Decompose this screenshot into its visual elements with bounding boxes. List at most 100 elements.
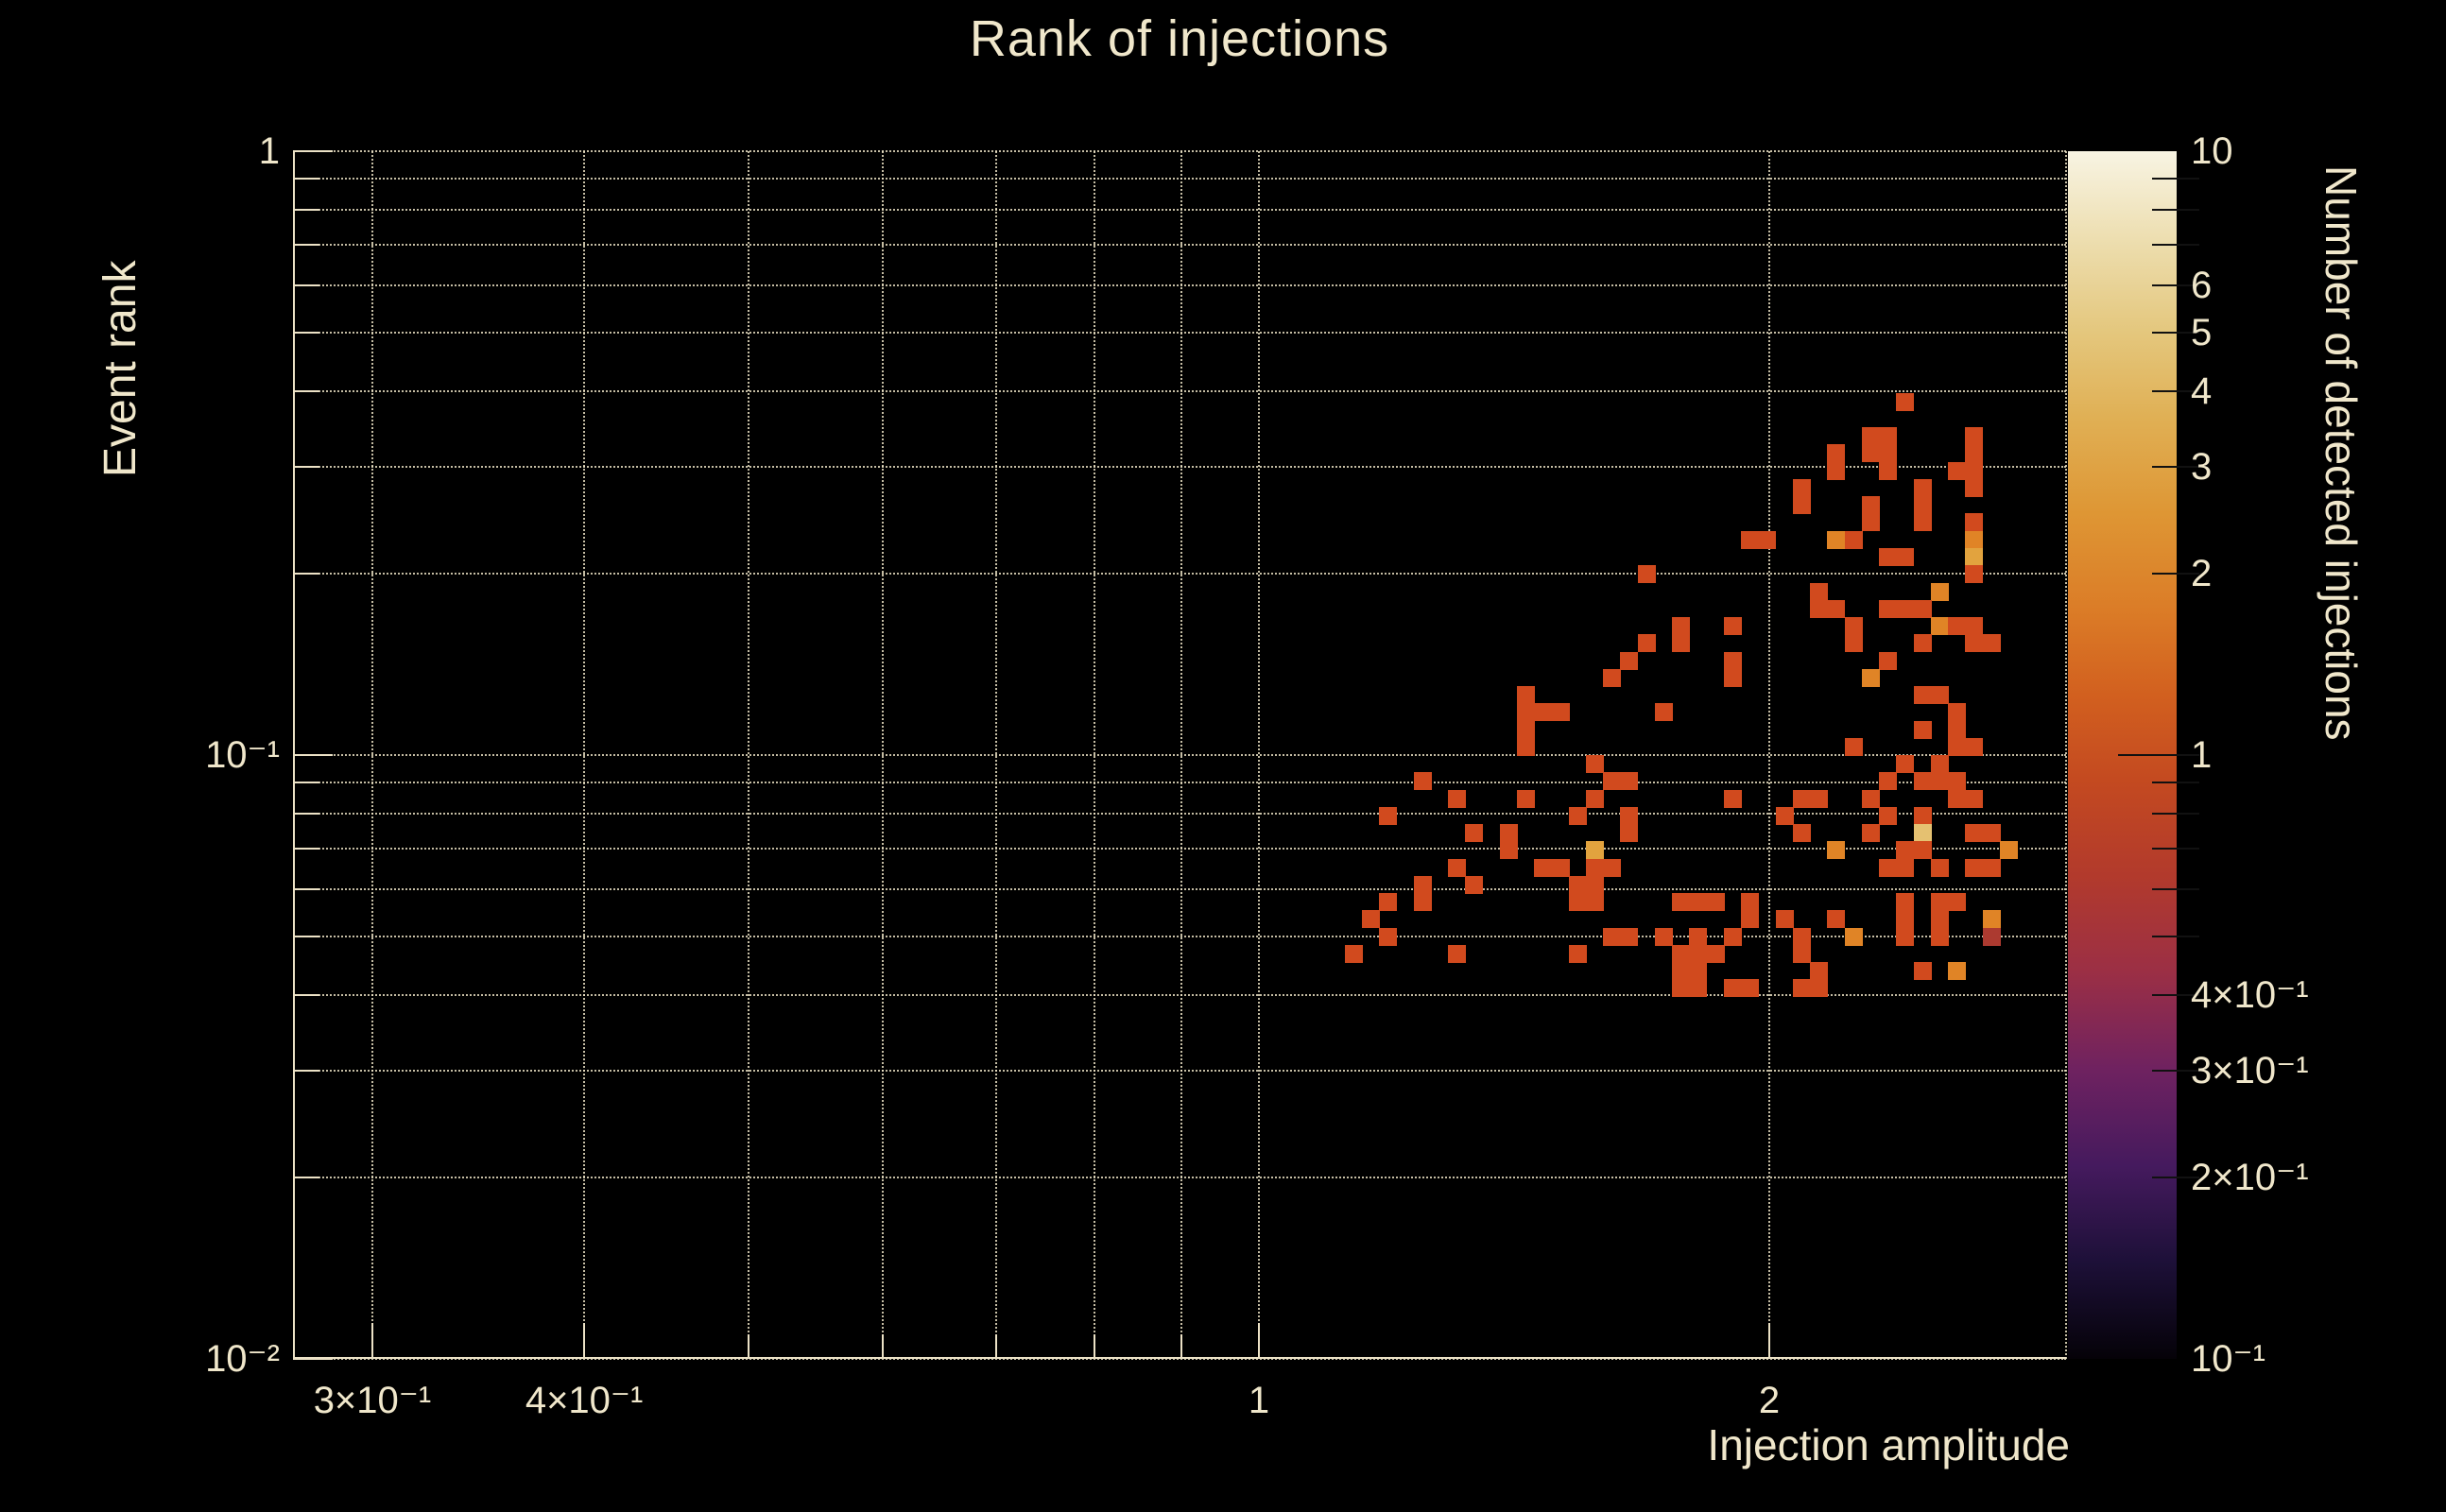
colorbar-tick xyxy=(2152,332,2199,335)
heatmap-cell xyxy=(1965,859,1983,877)
heatmap-cell xyxy=(1465,876,1483,894)
heatmap-cell xyxy=(1965,444,1983,462)
y-axis-tick xyxy=(293,1358,333,1360)
heatmap-cell xyxy=(1965,548,1983,566)
heatmap-cell xyxy=(1603,669,1621,687)
gridline-x xyxy=(1180,151,1182,1359)
colorbar-tick xyxy=(2152,284,2199,286)
heatmap-cell xyxy=(1914,962,1932,980)
heatmap-cell xyxy=(1448,790,1466,808)
heatmap-cell xyxy=(1879,807,1897,825)
colorbar-tick xyxy=(2152,994,2199,997)
heatmap-cell xyxy=(1931,617,1949,635)
colorbar-tick-label: 10 xyxy=(2191,130,2233,172)
heatmap-cell xyxy=(1776,910,1794,928)
y-axis-tick xyxy=(293,812,319,815)
heatmap-cell xyxy=(1896,393,1914,411)
y-axis-tick xyxy=(293,243,319,246)
heatmap-cell xyxy=(1707,945,1725,963)
heatmap-cell xyxy=(1965,479,1983,497)
heatmap-cell xyxy=(1586,841,1604,859)
heatmap-cell xyxy=(1620,652,1638,670)
heatmap-cell xyxy=(1983,634,2001,652)
heatmap-cell xyxy=(1500,824,1518,842)
heatmap-cell xyxy=(1689,945,1707,963)
gridline-y xyxy=(293,994,2066,997)
heatmap-cell xyxy=(1603,928,1621,946)
gridline-x xyxy=(1768,151,1771,1359)
gridline-x xyxy=(583,151,586,1359)
x-axis-tick xyxy=(1180,1334,1182,1359)
colorbar-tick xyxy=(2118,754,2199,756)
heatmap-cell xyxy=(1741,910,1759,928)
y-axis-tick xyxy=(293,1176,319,1178)
heatmap-cell xyxy=(1707,893,1725,911)
heatmap-cell xyxy=(1914,721,1932,739)
heatmap-cell xyxy=(1379,928,1397,946)
heatmap-cell xyxy=(1689,893,1707,911)
heatmap-cell xyxy=(1414,772,1432,790)
heatmap-cell xyxy=(1569,876,1587,894)
heatmap-cell xyxy=(1689,928,1707,946)
y-axis-title: Event rank xyxy=(95,260,146,477)
heatmap-cell xyxy=(1965,617,1983,635)
heatmap-cell xyxy=(1793,928,1811,946)
heatmap-cell xyxy=(1983,910,2001,928)
heatmap-cell xyxy=(1672,945,1690,963)
heatmap-cell xyxy=(1965,427,1983,445)
heatmap-cell xyxy=(1586,790,1604,808)
x-tick-label: 2 xyxy=(1758,1380,1781,1421)
y-axis-tick xyxy=(293,754,333,756)
heatmap-cell xyxy=(1965,565,1983,583)
heatmap-cell xyxy=(1586,859,1604,877)
x-axis-tick xyxy=(370,1323,373,1359)
colorbar-tick xyxy=(2152,1176,2199,1178)
heatmap-cell xyxy=(1448,945,1466,963)
x-axis-tick xyxy=(882,1334,884,1359)
heatmap-cell xyxy=(1931,772,1949,790)
gridline-x xyxy=(747,151,749,1359)
heatmap-cell xyxy=(1896,548,1914,566)
heatmap-cell xyxy=(1517,686,1535,704)
colorbar-tick-label: 4 xyxy=(2191,370,2213,413)
heatmap-cell xyxy=(1810,583,1828,601)
heatmap-cell xyxy=(1845,617,1863,635)
heatmap-cell xyxy=(1793,945,1811,963)
y-axis-tick xyxy=(293,208,319,211)
heatmap-cell xyxy=(1638,565,1656,583)
heatmap-cell xyxy=(1948,738,1966,756)
heatmap-cell xyxy=(1931,910,1949,928)
gridline-y xyxy=(293,812,2066,815)
heatmap-cell xyxy=(1965,790,1983,808)
gridline-y xyxy=(293,178,2066,180)
heatmap-cell xyxy=(1517,790,1535,808)
heatmap-cell xyxy=(1879,548,1897,566)
heatmap-cell xyxy=(1896,910,1914,928)
gridline-y xyxy=(293,390,2066,393)
heatmap-cell xyxy=(1948,721,1966,739)
heatmap-cell xyxy=(1914,841,1932,859)
gridline-y xyxy=(293,243,2066,246)
heatmap-cell xyxy=(1741,893,1759,911)
heatmap-cell xyxy=(1965,531,1983,549)
gridline-x xyxy=(882,151,884,1359)
heatmap-cell xyxy=(1896,755,1914,773)
heatmap-cell xyxy=(1948,617,1966,635)
heatmap-cell xyxy=(1534,703,1552,721)
gridline-y xyxy=(293,847,2066,850)
y-axis-tick xyxy=(293,178,319,180)
heatmap-cell xyxy=(1931,893,1949,911)
heatmap-cell xyxy=(1896,928,1914,946)
heatmap-cell xyxy=(1862,427,1880,445)
colorbar-tick-label: 3×10⁻¹ xyxy=(2191,1050,2309,1092)
heatmap-cell xyxy=(1741,531,1759,549)
heatmap-cell xyxy=(1845,531,1863,549)
gridline-y xyxy=(293,887,2066,890)
y-axis-tick xyxy=(293,150,333,152)
heatmap-cell xyxy=(1379,807,1397,825)
heatmap-cell xyxy=(1810,790,1828,808)
y-tick-label: 10⁻¹ xyxy=(205,734,280,776)
heatmap-cell xyxy=(1914,772,1932,790)
heatmap-cell xyxy=(1948,962,1966,980)
heatmap-cell xyxy=(1672,979,1690,997)
